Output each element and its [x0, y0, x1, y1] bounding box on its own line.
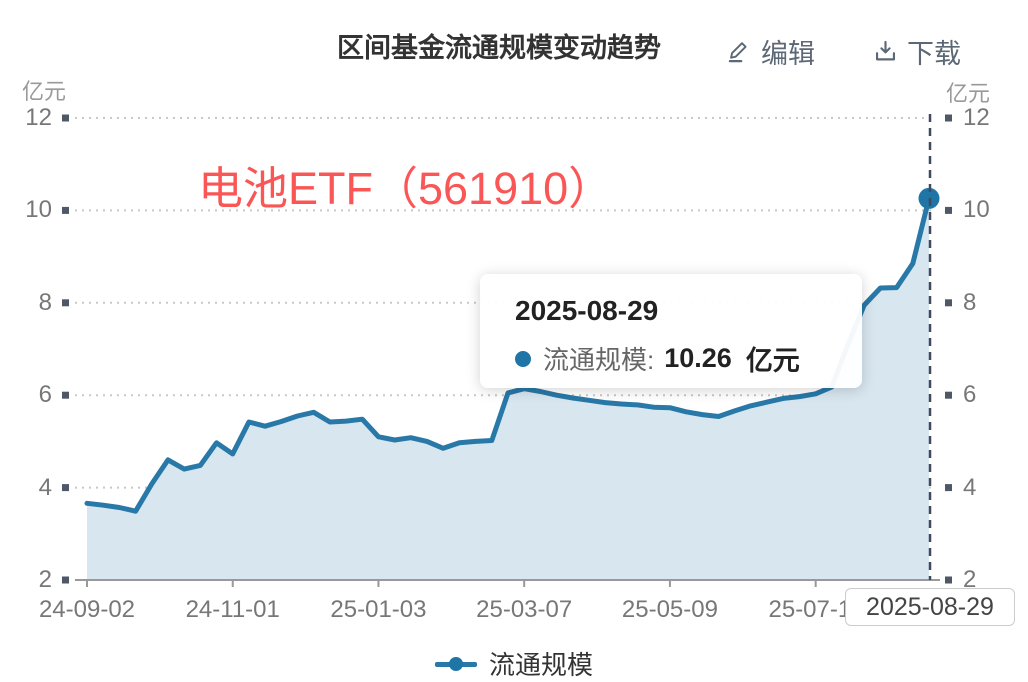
- x-axis-label: 25-03-07: [476, 596, 573, 623]
- x-axis-label: 25-01-03: [330, 596, 427, 623]
- y-axis-label: 12: [25, 104, 52, 131]
- tooltip-series-row: 流通规模: 10.26 亿元: [515, 339, 862, 378]
- legend-label: 流通规模: [488, 650, 593, 680]
- y-axis-label: 8: [38, 288, 52, 316]
- y-tick-square-left: [62, 299, 69, 307]
- y-tick-square-right: [945, 206, 952, 214]
- y-axis-label: 12: [963, 104, 990, 131]
- y-axis-label: 2: [38, 566, 52, 593]
- y-tick-square-right: [945, 114, 952, 122]
- y-tick-square-right: [945, 484, 952, 492]
- y-axis-label: 10: [25, 196, 52, 224]
- y-tick-square-left: [62, 391, 69, 399]
- trend-line: [84, 195, 932, 514]
- y-axis-label: 10: [963, 196, 990, 224]
- y-tick-square-left: [62, 484, 69, 492]
- legend-item-circulation-scale[interactable]: 流通规模: [434, 645, 593, 682]
- tooltip-series-label: 流通规模:: [543, 345, 655, 375]
- tooltip-unit: 亿元: [745, 346, 800, 376]
- edit-button-label: 编辑: [761, 39, 815, 69]
- download-icon: [872, 38, 899, 65]
- x-axis-label: 24-09-02: [38, 596, 136, 623]
- y-tick-square-right: [945, 576, 952, 584]
- y-tick-square-left: [62, 206, 69, 214]
- x-axis-label: 25-05-09: [621, 596, 718, 623]
- y-axis-unit-right: 亿元: [946, 81, 991, 106]
- y-tick-square-left: [62, 576, 69, 584]
- series-dot-icon: [515, 350, 531, 367]
- legend-line-dot-icon: [434, 656, 477, 672]
- y-tick-square-right: [945, 299, 952, 307]
- x-axis-label: 24-11-01: [185, 596, 280, 623]
- y-tick-square-right: [945, 391, 952, 399]
- watermark-text: 电池ETF（561910）: [198, 163, 614, 214]
- y-axis-label: 2: [963, 566, 977, 593]
- y-axis-label: 8: [963, 288, 977, 316]
- y-axis-unit-left: 亿元: [22, 79, 67, 104]
- y-axis-label: 6: [963, 381, 977, 409]
- download-button[interactable]: 下载: [872, 32, 961, 71]
- chart-title: 区间基金流通规模变动趋势: [337, 33, 661, 63]
- tooltip: 2025-08-29 流通规模: 10.26 亿元: [480, 274, 862, 388]
- download-button-label: 下载: [907, 39, 961, 69]
- y-axis-label: 4: [963, 473, 977, 501]
- y-tick-square-left: [62, 114, 69, 122]
- area-fill: [87, 198, 929, 579]
- edit-button[interactable]: 编辑: [726, 32, 815, 71]
- pencil-icon: [726, 38, 753, 65]
- legend: 流通规模: [0, 645, 1028, 682]
- tooltip-date: 2025-08-29: [515, 295, 659, 326]
- tooltip-value: 10.26: [664, 343, 732, 373]
- y-axis-label: 6: [38, 381, 52, 409]
- axis-pointer-label: 2025-08-29: [845, 588, 1015, 626]
- y-axis-label: 4: [38, 473, 52, 501]
